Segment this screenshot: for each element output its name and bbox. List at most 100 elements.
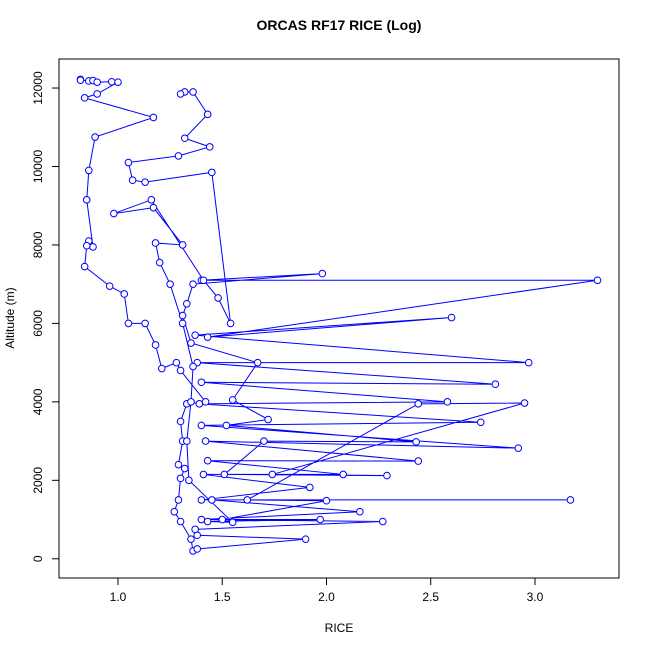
data-point [306,483,314,492]
data-point [222,421,231,430]
chart-title: ORCAS RF17 RICE (Log) [257,17,422,33]
data-point [82,241,91,250]
data-point [264,415,272,424]
data-point [174,152,183,160]
data-point [151,239,160,247]
x-tick-label: 1.5 [214,590,231,604]
data-point [172,358,181,367]
data-point [149,113,158,122]
data-point [201,437,210,445]
data-point [187,398,195,406]
data-point [187,535,195,543]
data-point [491,380,500,389]
data-point [176,417,185,426]
data-point [316,515,325,524]
data-point [383,471,391,480]
data-point [322,496,331,505]
data-point [228,518,237,527]
data-point [187,339,195,347]
data-point [205,143,214,151]
y-tick-label: 6000 [31,310,45,337]
data-point [412,438,420,446]
data-point [197,515,206,524]
data-point [214,294,222,302]
data-point [128,176,137,185]
data-point [174,460,183,469]
data-point [189,88,197,96]
x-tick-label: 3.0 [527,590,544,604]
data-point [176,517,185,526]
data-point [178,241,187,249]
y-tick-label: 10000 [31,149,45,183]
data-point [268,470,277,479]
data-point [197,496,206,504]
data-point [166,280,174,288]
data-point [301,535,310,543]
x-tick-label: 2.0 [318,590,335,604]
x-tick-label: 1.0 [110,590,127,604]
data-point [141,178,149,186]
data-point [80,94,89,102]
data-point [243,496,252,504]
data-point [93,78,101,86]
data-point [149,203,158,212]
data-point [174,496,183,504]
data-point [183,437,191,445]
data-point [157,364,166,373]
data-point [120,290,129,298]
data-point [193,545,202,553]
data-point [91,133,99,141]
x-axis-label: RICE [325,621,354,635]
data-point [203,110,212,119]
data-point [178,311,187,320]
y-tick-label: 12000 [31,71,45,105]
data-point [414,457,423,465]
data-point [151,341,160,349]
data-point [339,470,347,479]
data-point [180,134,189,143]
data-point [476,418,485,427]
data-point [147,196,156,204]
data-point [208,168,216,177]
data-point [178,319,187,328]
data-point [197,378,206,387]
data-point [203,456,212,465]
data-point [176,90,185,98]
data-point [447,313,456,322]
x-tick-label: 2.5 [422,590,439,604]
y-tick-label: 2000 [31,467,45,494]
data-point [199,470,208,479]
data-point [105,282,114,290]
data-point [93,90,101,98]
data-point [155,258,164,267]
data-point [199,276,208,285]
data-point [195,400,204,408]
data-point [414,400,423,408]
data-point [226,319,235,328]
data-point [110,209,118,218]
data-point [107,77,116,86]
data-point [253,358,262,367]
data-point [520,399,529,407]
data-point [228,396,237,404]
data-point [191,525,199,534]
data-line [79,79,598,552]
data-point [170,507,179,516]
data-point [201,398,210,406]
data-point [176,474,185,483]
data-point [189,280,197,288]
y-axis-label: Altitude (m) [3,287,17,348]
data-point [191,331,199,339]
data-point [208,496,216,504]
data-point [443,398,452,406]
data-point [80,262,89,271]
data-point [114,78,122,86]
y-tick-label: 4000 [31,388,45,415]
data-point [189,362,197,371]
data-point [124,158,133,167]
data-point [124,319,133,328]
data-point [566,496,575,504]
y-tick-label: 8000 [31,231,45,258]
data-point [183,299,191,308]
